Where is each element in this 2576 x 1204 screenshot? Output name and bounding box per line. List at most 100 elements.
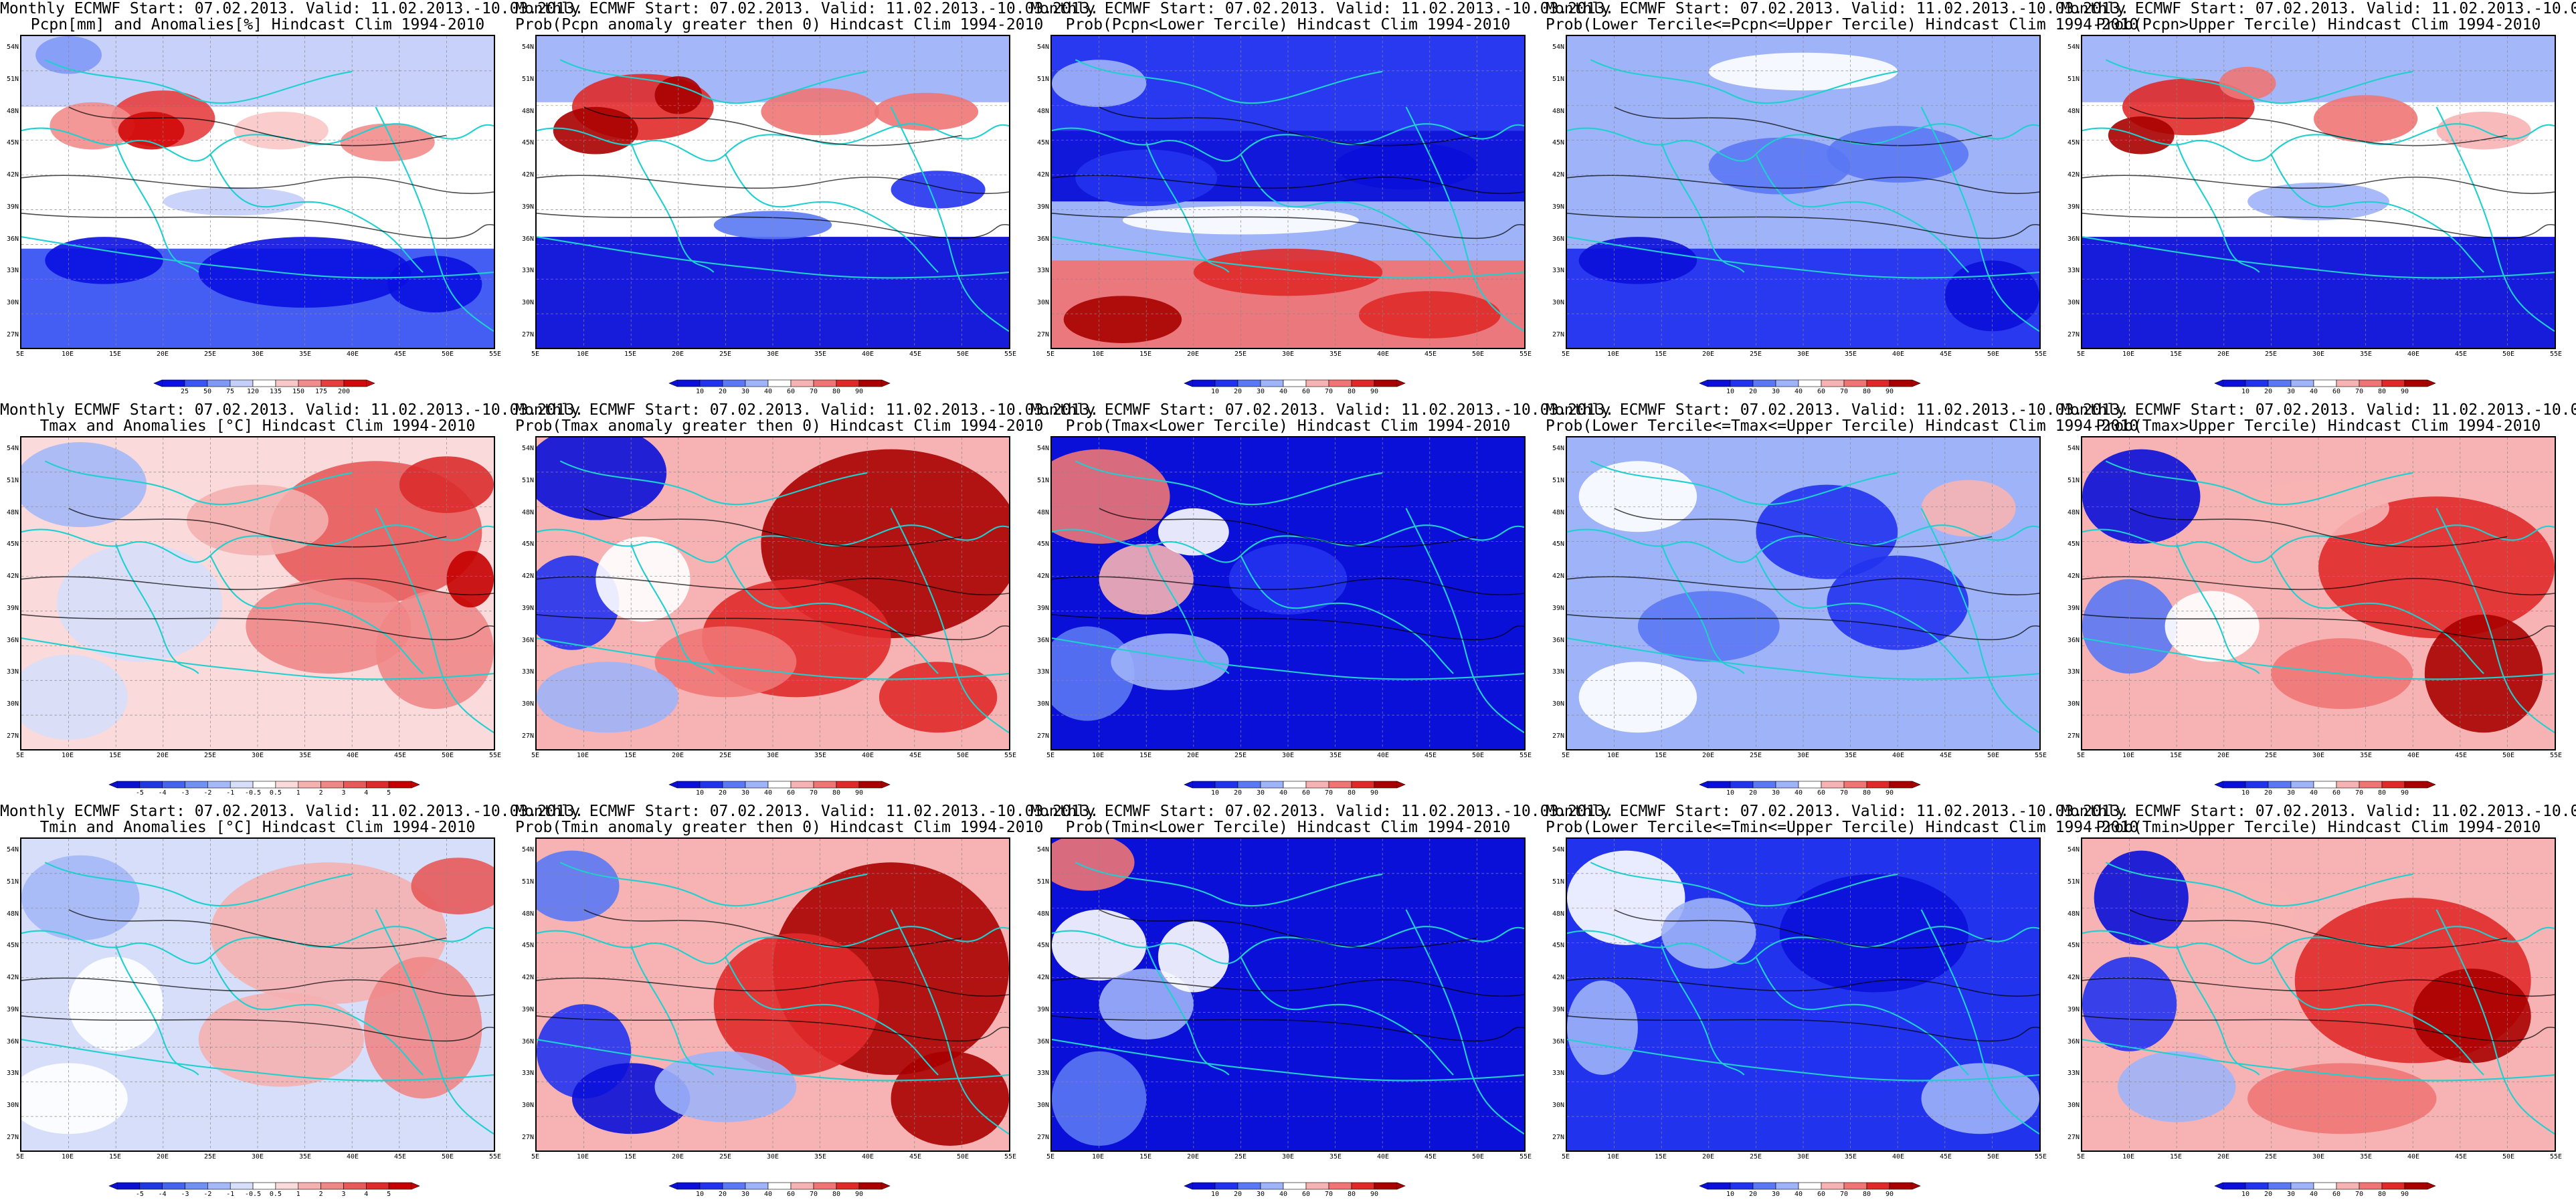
lon-tick-label: 55E [1519, 1153, 1532, 1161]
graticule [1052, 437, 1524, 749]
lat-tick-label: 45N [6, 540, 19, 548]
lon-tick-label: 25E [1234, 1153, 1247, 1161]
lat-tick-label: 36N [1552, 235, 1564, 243]
colorbar-segment [2222, 1182, 2246, 1190]
lon-tick-label: 15E [1654, 1153, 1667, 1161]
colorbar-segment [2313, 781, 2337, 789]
lat-tick-label: 51N [2067, 75, 2080, 83]
lat-tick-label: 51N [6, 75, 19, 83]
colorbar-arrow-left [1184, 379, 1193, 387]
colorbar-label: 30 [1771, 388, 1780, 395]
coastline [1567, 123, 2039, 162]
colorbar-segment [1283, 781, 1307, 789]
contour-line [1614, 909, 1993, 949]
coastline [1075, 862, 1383, 907]
lon-tick-label: 40E [1892, 1153, 1905, 1161]
contour-line [21, 1015, 494, 1042]
colorbar-segment [1730, 379, 1754, 387]
lat-tick-label: 51N [521, 476, 534, 484]
colorbar-label: 60 [2332, 789, 2341, 797]
colorbar-label: 60 [1301, 1191, 1311, 1198]
colorbar-segment [1260, 379, 1284, 387]
lon-tick-label: 20E [1701, 350, 1715, 358]
lat-tick-label: 54N [6, 445, 19, 452]
field-blob [1052, 839, 1135, 891]
lat-tick-label: 42N [1552, 573, 1564, 581]
contours [1052, 106, 1524, 239]
lat-tick-label: 42N [2067, 974, 2080, 982]
colorbar-segment [2222, 781, 2246, 789]
contour-line [1567, 613, 2039, 641]
colorbar-arrow-right [411, 781, 420, 789]
lat-tick-label: 51N [1036, 75, 1049, 83]
colorbar-segment [366, 1182, 389, 1190]
coastline [1920, 508, 2039, 734]
lat-tick-label: 54N [521, 43, 534, 51]
colorbar-segment [676, 781, 701, 789]
colorbar-segment [1889, 1182, 1913, 1190]
coastline [21, 123, 494, 162]
contour-line [1567, 977, 2039, 997]
lon-tick-label: 55E [2549, 350, 2563, 358]
colorbar-segment [1821, 1182, 1845, 1190]
lon-tick-label: 50E [1471, 1153, 1485, 1161]
lon-tick-label: 10E [1091, 350, 1105, 358]
lat-tick-label: 42N [521, 171, 534, 179]
colorbar-segment [1305, 781, 1329, 789]
colorbar-segment [1866, 379, 1890, 387]
panel-title-line1: Monthly ECMWF Start: 07.02.2013. Valid: … [2061, 803, 2576, 820]
lat-tick-label: 48N [2067, 107, 2080, 115]
colorbar-segment [1283, 379, 1307, 387]
colorbar-label: 2 [318, 1191, 323, 1198]
colorbar-label: 40 [763, 1191, 773, 1198]
field-blob [163, 187, 305, 216]
lat-tick-label: 30N [521, 299, 534, 307]
lon-tick-label: 35E [814, 752, 827, 759]
colorbar-arrow-left [1184, 781, 1193, 789]
map-panel-tmax-anom: Monthly ECMWF Start: 07.02.2013. Valid: … [0, 401, 583, 803]
colorbar [1699, 781, 1921, 789]
colorbar-label: 80 [832, 388, 841, 395]
colorbar-label: 30 [2286, 388, 2296, 395]
field-blob [537, 437, 667, 520]
colorbar-label: 5 [387, 789, 391, 797]
contour-line [1614, 508, 1993, 548]
colorbar-segment [1821, 379, 1845, 387]
lon-tick-label: 55E [2034, 350, 2047, 358]
coastlines [21, 59, 494, 332]
contours [1567, 106, 2039, 239]
lon-tick-label: 30E [251, 752, 264, 759]
lon-tick-label: 20E [156, 1153, 169, 1161]
colorbar-segment [1843, 1182, 1867, 1190]
map-frame [535, 35, 1010, 349]
lon-tick-label: 25E [1749, 350, 1762, 358]
lat-tick-label: 36N [6, 1037, 19, 1045]
lat-tick-label: 36N [1036, 235, 1049, 243]
field-blob [2082, 449, 2201, 544]
coastline [44, 460, 353, 506]
lon-tick-label: 20E [671, 1153, 684, 1161]
colorbar-segment [343, 781, 367, 789]
shaded-field [1567, 437, 2039, 749]
lat-tick-label: 36N [2067, 636, 2080, 644]
contours [21, 106, 494, 239]
colorbar-label: 175 [314, 388, 328, 395]
panel-title-line1: Monthly ECMWF Start: 07.02.2013. Valid: … [515, 401, 1099, 419]
colorbar-segment [2359, 781, 2383, 789]
coastline [890, 508, 1009, 734]
field-blob [210, 862, 447, 1005]
colorbar-segment [2381, 781, 2405, 789]
colorbar-label: 1 [296, 789, 300, 797]
lat-tick-label: 33N [521, 1070, 534, 1078]
colorbar-label: 70 [1839, 1191, 1849, 1198]
map-frame [1566, 436, 2041, 750]
colorbar-label: 80 [832, 1191, 841, 1198]
lat-tick-label: 54N [1552, 445, 1564, 452]
field-blob [891, 1051, 1009, 1146]
lat-tick-label: 36N [1552, 636, 1564, 644]
lon-tick-label: 45E [393, 752, 407, 759]
coastline [2082, 236, 2555, 279]
colorbar-label: 30 [1256, 1191, 1265, 1198]
lon-tick-label: 5E [1561, 752, 1570, 759]
lon-tick-label: 50E [1471, 350, 1485, 358]
